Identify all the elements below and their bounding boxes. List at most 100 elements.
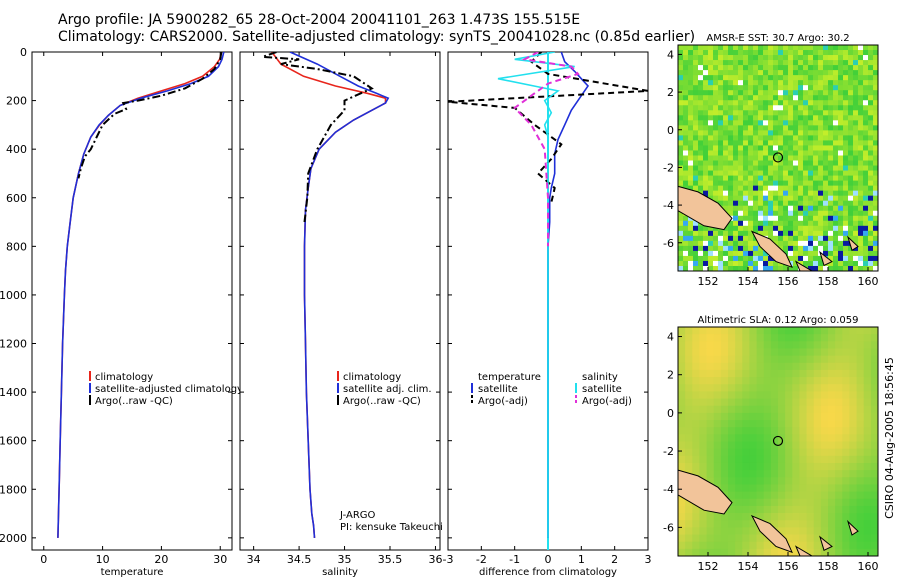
sst-cell bbox=[853, 95, 859, 101]
sst-cell bbox=[763, 140, 769, 146]
sst-cell bbox=[728, 85, 734, 91]
sst-cell bbox=[763, 95, 769, 101]
sst-cell bbox=[848, 120, 854, 126]
sst-cell bbox=[828, 260, 834, 267]
sst-cell bbox=[798, 145, 804, 151]
sla-cell bbox=[828, 384, 836, 392]
sla-cell bbox=[735, 369, 743, 378]
sla-cell bbox=[678, 498, 686, 507]
sla-cell bbox=[820, 498, 829, 507]
sst-cell bbox=[713, 155, 719, 161]
sst-cell bbox=[798, 215, 804, 222]
sst-cell bbox=[678, 65, 684, 71]
sst-cell bbox=[768, 65, 774, 71]
sst-cell bbox=[803, 90, 809, 96]
sla-cell bbox=[706, 534, 715, 543]
sst-cell bbox=[778, 140, 784, 146]
sst-cell bbox=[858, 195, 864, 202]
sst-cell bbox=[803, 65, 809, 71]
sst-cell bbox=[873, 210, 878, 217]
sst-cell bbox=[713, 190, 719, 197]
sla-cell bbox=[835, 470, 843, 478]
sst-cell bbox=[833, 215, 839, 222]
depth-tick-label: 1600 bbox=[0, 435, 27, 448]
sla-cell bbox=[720, 527, 729, 535]
sla-cell bbox=[742, 484, 750, 492]
sst-cell bbox=[703, 235, 709, 242]
sst-cell bbox=[678, 135, 684, 141]
sst-cell bbox=[838, 260, 844, 267]
sst-cell bbox=[793, 50, 799, 56]
sst-cell bbox=[688, 135, 694, 141]
sla-cell bbox=[870, 384, 878, 392]
sst-cell bbox=[748, 115, 754, 121]
sst-cell bbox=[813, 75, 819, 81]
sla-cell bbox=[863, 520, 872, 528]
sst-cell bbox=[708, 160, 714, 166]
sla-cell bbox=[678, 520, 686, 528]
sst-cell bbox=[718, 260, 724, 267]
sla-cell bbox=[706, 513, 715, 521]
sst-cell bbox=[798, 150, 804, 156]
sst-cell bbox=[768, 175, 774, 181]
sst-cell bbox=[873, 250, 878, 257]
sst-cell bbox=[838, 205, 844, 212]
sst-cell bbox=[713, 45, 719, 51]
sst-cell bbox=[803, 250, 809, 257]
sst-cell bbox=[683, 235, 689, 242]
sst-cell bbox=[698, 50, 704, 56]
sst-cell bbox=[808, 235, 814, 242]
sst-cell bbox=[793, 85, 799, 91]
sst-cell bbox=[848, 145, 854, 151]
sla-cell bbox=[728, 491, 736, 500]
sst-cell bbox=[793, 175, 799, 181]
sst-cell bbox=[813, 150, 819, 156]
sla-cell bbox=[806, 520, 815, 528]
sla-cell bbox=[763, 391, 772, 399]
sst-cell bbox=[748, 105, 754, 111]
sst-cell bbox=[738, 165, 744, 171]
sst-cell bbox=[678, 245, 684, 252]
sst-cell bbox=[838, 250, 844, 257]
sst-cell bbox=[693, 75, 699, 81]
sla-cell bbox=[720, 427, 729, 435]
sst-cell bbox=[768, 255, 774, 262]
sst-cell bbox=[713, 235, 719, 242]
sst-cell bbox=[748, 180, 754, 187]
sst-cell bbox=[683, 140, 689, 146]
sst-cell bbox=[718, 150, 724, 156]
sst-cell bbox=[748, 45, 754, 51]
sst-cell bbox=[813, 95, 819, 101]
sla-cell bbox=[778, 384, 786, 392]
sst-cell bbox=[698, 55, 704, 61]
sst-cell bbox=[688, 265, 694, 271]
sla-cell bbox=[785, 484, 793, 492]
sst-cell bbox=[843, 50, 849, 56]
sst-cell bbox=[853, 240, 859, 247]
sla-cell bbox=[813, 462, 822, 471]
sst-cell bbox=[853, 60, 859, 66]
sst-cell bbox=[828, 215, 834, 222]
sla-cell bbox=[685, 334, 693, 342]
sla-cell bbox=[828, 420, 836, 428]
sst-cell bbox=[728, 150, 734, 156]
sst-cell bbox=[788, 220, 794, 227]
sst-cell bbox=[848, 130, 854, 136]
sst-cell bbox=[868, 70, 874, 76]
sla-cell bbox=[713, 405, 722, 414]
sla-cell bbox=[728, 505, 736, 514]
sst-cell bbox=[808, 120, 814, 126]
sst-cell bbox=[683, 70, 689, 76]
sla-cell bbox=[685, 348, 693, 357]
sst-cell bbox=[738, 240, 744, 247]
sla-map-landmass bbox=[846, 519, 859, 536]
sla-cell bbox=[692, 420, 700, 428]
sla-cell bbox=[735, 405, 743, 414]
sla-cell bbox=[835, 448, 843, 457]
sst-cell bbox=[683, 120, 689, 126]
sst-cell bbox=[748, 130, 754, 136]
sst-cell bbox=[823, 265, 829, 271]
sla-cell bbox=[720, 391, 729, 399]
sst-cell bbox=[808, 95, 814, 101]
sst-cell bbox=[778, 200, 784, 207]
